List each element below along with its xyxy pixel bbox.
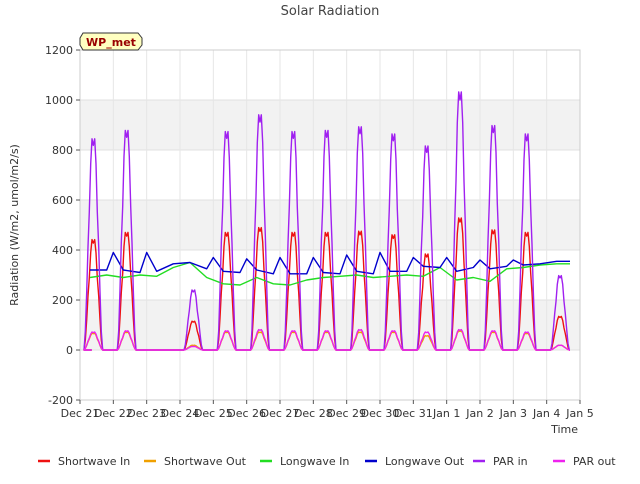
grid-lines (79, 49, 581, 401)
legend-label: Shortwave In (58, 455, 130, 468)
legend-label: Longwave Out (385, 455, 465, 468)
x-tick-label: Jan 5 (565, 407, 593, 420)
x-tick-label: Dec 30 (361, 407, 400, 420)
x-tick-label: Dec 29 (327, 407, 366, 420)
y-tick-label: 600 (52, 194, 73, 207)
legend: Shortwave In Shortwave Out Longwave In Long… (38, 455, 616, 468)
series-line-longwave-in (89, 261, 570, 286)
x-tick-label: Dec 25 (194, 407, 233, 420)
x-tick-label: Dec 23 (127, 407, 166, 420)
x-tick-label: Jan 4 (532, 407, 560, 420)
y-axis-label: Radiation (W/m2, umol/m2/s) (8, 144, 21, 306)
plot-frame (79, 49, 581, 401)
y-tick-label: 200 (52, 294, 73, 307)
series-layer (83, 91, 570, 351)
grid-bands (80, 100, 580, 350)
y-tick-label: 800 (52, 144, 73, 157)
x-tick-label: Dec 22 (94, 407, 133, 420)
y-tick-label: 400 (52, 244, 73, 257)
x-tick-label: Dec 26 (227, 407, 266, 420)
grid-band (80, 100, 580, 150)
x-tick-label: Jan 2 (465, 407, 493, 420)
grid-band (80, 300, 580, 350)
x-axis-label: Time (550, 423, 578, 436)
y-axis-ticks: -200 0 200 400 600 800 1000 1200 (45, 44, 80, 407)
x-tick-label: Jan 1 (432, 407, 460, 420)
x-tick-label: Dec 28 (294, 407, 333, 420)
y-tick-label: 0 (66, 344, 73, 357)
grid-band (80, 200, 580, 250)
series-line-longwave-out (90, 251, 570, 275)
station-label: WP_met (86, 36, 136, 49)
x-tick-label: Jan 3 (499, 407, 527, 420)
y-tick-label: 1200 (45, 44, 73, 57)
legend-label: Shortwave Out (164, 455, 247, 468)
x-tick-label: Dec 27 (261, 407, 300, 420)
legend-label: PAR in (493, 455, 528, 468)
legend-label: Longwave In (280, 455, 349, 468)
chart-title: Solar Radiation (281, 4, 380, 19)
x-tick-label: Dec 21 (61, 407, 100, 420)
x-tick-label: Dec 24 (161, 407, 200, 420)
legend-label: PAR out (573, 455, 616, 468)
y-tick-label: -200 (48, 394, 73, 407)
series-line-par-out (83, 328, 570, 351)
station-label-box: WP_met (79, 32, 143, 51)
x-tick-label: Dec 31 (394, 407, 433, 420)
y-tick-label: 1000 (45, 94, 73, 107)
